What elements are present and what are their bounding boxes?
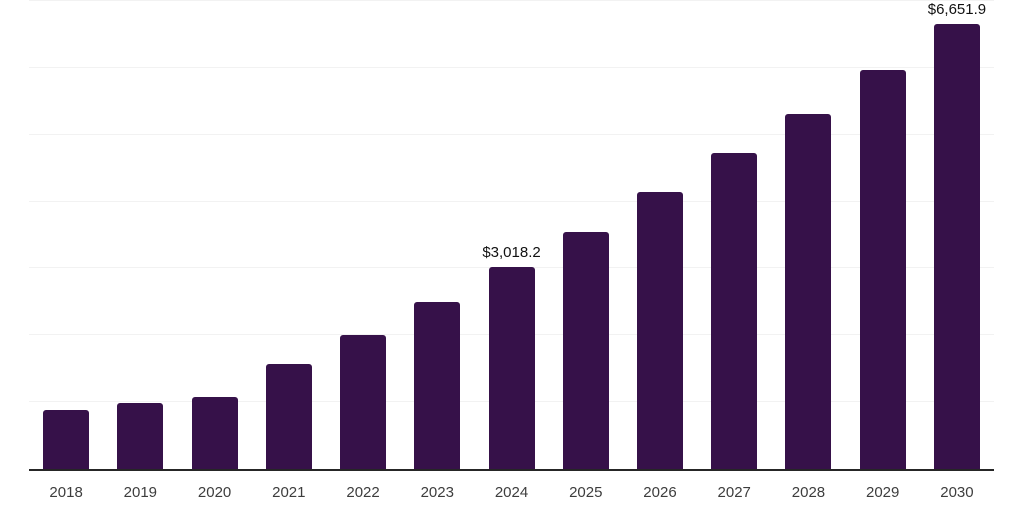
x-tick-2029: 2029 — [866, 484, 900, 501]
x-axis-tick-labels: 2018 2019 2020 2021 2022 2023 2024 2025 2026 2027… — [29, 485, 994, 501]
value-label-2024: $3,018.2 — [482, 244, 541, 262]
bar-2022 — [340, 334, 387, 469]
bar-2029 — [859, 69, 906, 469]
bar-slot-2027 — [697, 0, 771, 469]
plot-area: $3,018.2 $6,651.9 — [29, 0, 994, 471]
bar-2019 — [117, 403, 164, 469]
x-tick-2028: 2028 — [791, 484, 826, 501]
x-tick-2030: 2030 — [940, 484, 974, 501]
bar-slot-2025 — [549, 0, 623, 469]
x-tick-2027: 2027 — [717, 484, 751, 501]
x-tick-2021: 2021 — [272, 484, 306, 501]
x-tick-2024: 2024 — [494, 484, 529, 501]
gridline-6000 — [29, 66, 994, 68]
x-tick-2025: 2025 — [569, 484, 603, 501]
x-tick-2019: 2019 — [123, 484, 158, 501]
bars-container: $3,018.2 $6,651.9 — [29, 0, 994, 469]
bar-2020 — [191, 397, 238, 469]
bar-2027 — [711, 153, 758, 469]
bar-slot-2021 — [252, 0, 326, 469]
bar-slot-2028 — [771, 0, 845, 469]
bar-slot-2023 — [400, 0, 474, 469]
x-tick-2023: 2023 — [420, 484, 454, 501]
bar-slot-2029 — [846, 0, 920, 469]
bar-2030 — [933, 24, 980, 469]
x-tick-2020: 2020 — [197, 484, 232, 501]
bar-slot-2024: $3,018.2 — [474, 0, 548, 469]
bar-slot-2019 — [103, 0, 177, 469]
bar-2021 — [265, 364, 312, 469]
bar-slot-2020 — [177, 0, 251, 469]
bar-slot-2022 — [326, 0, 400, 469]
bar-slot-2026 — [623, 0, 697, 469]
bar-slot-2018 — [29, 0, 103, 469]
bar-2024 — [488, 267, 535, 469]
bar-2028 — [785, 113, 832, 469]
x-axis-line — [29, 469, 994, 471]
gridline-7000 — [29, 0, 994, 1]
bar-2025 — [562, 231, 609, 469]
gridline-4000 — [29, 200, 994, 202]
value-label-2030: $6,651.9 — [927, 1, 987, 19]
gridline-5000 — [29, 133, 994, 135]
x-tick-2018: 2018 — [49, 484, 83, 501]
x-tick-2026: 2026 — [643, 484, 677, 501]
x-tick-2022: 2022 — [346, 484, 380, 501]
bar-2018 — [43, 409, 90, 469]
bar-2026 — [636, 191, 683, 469]
bar-slot-2030: $6,651.9 — [920, 0, 994, 469]
bar-2023 — [414, 301, 461, 469]
